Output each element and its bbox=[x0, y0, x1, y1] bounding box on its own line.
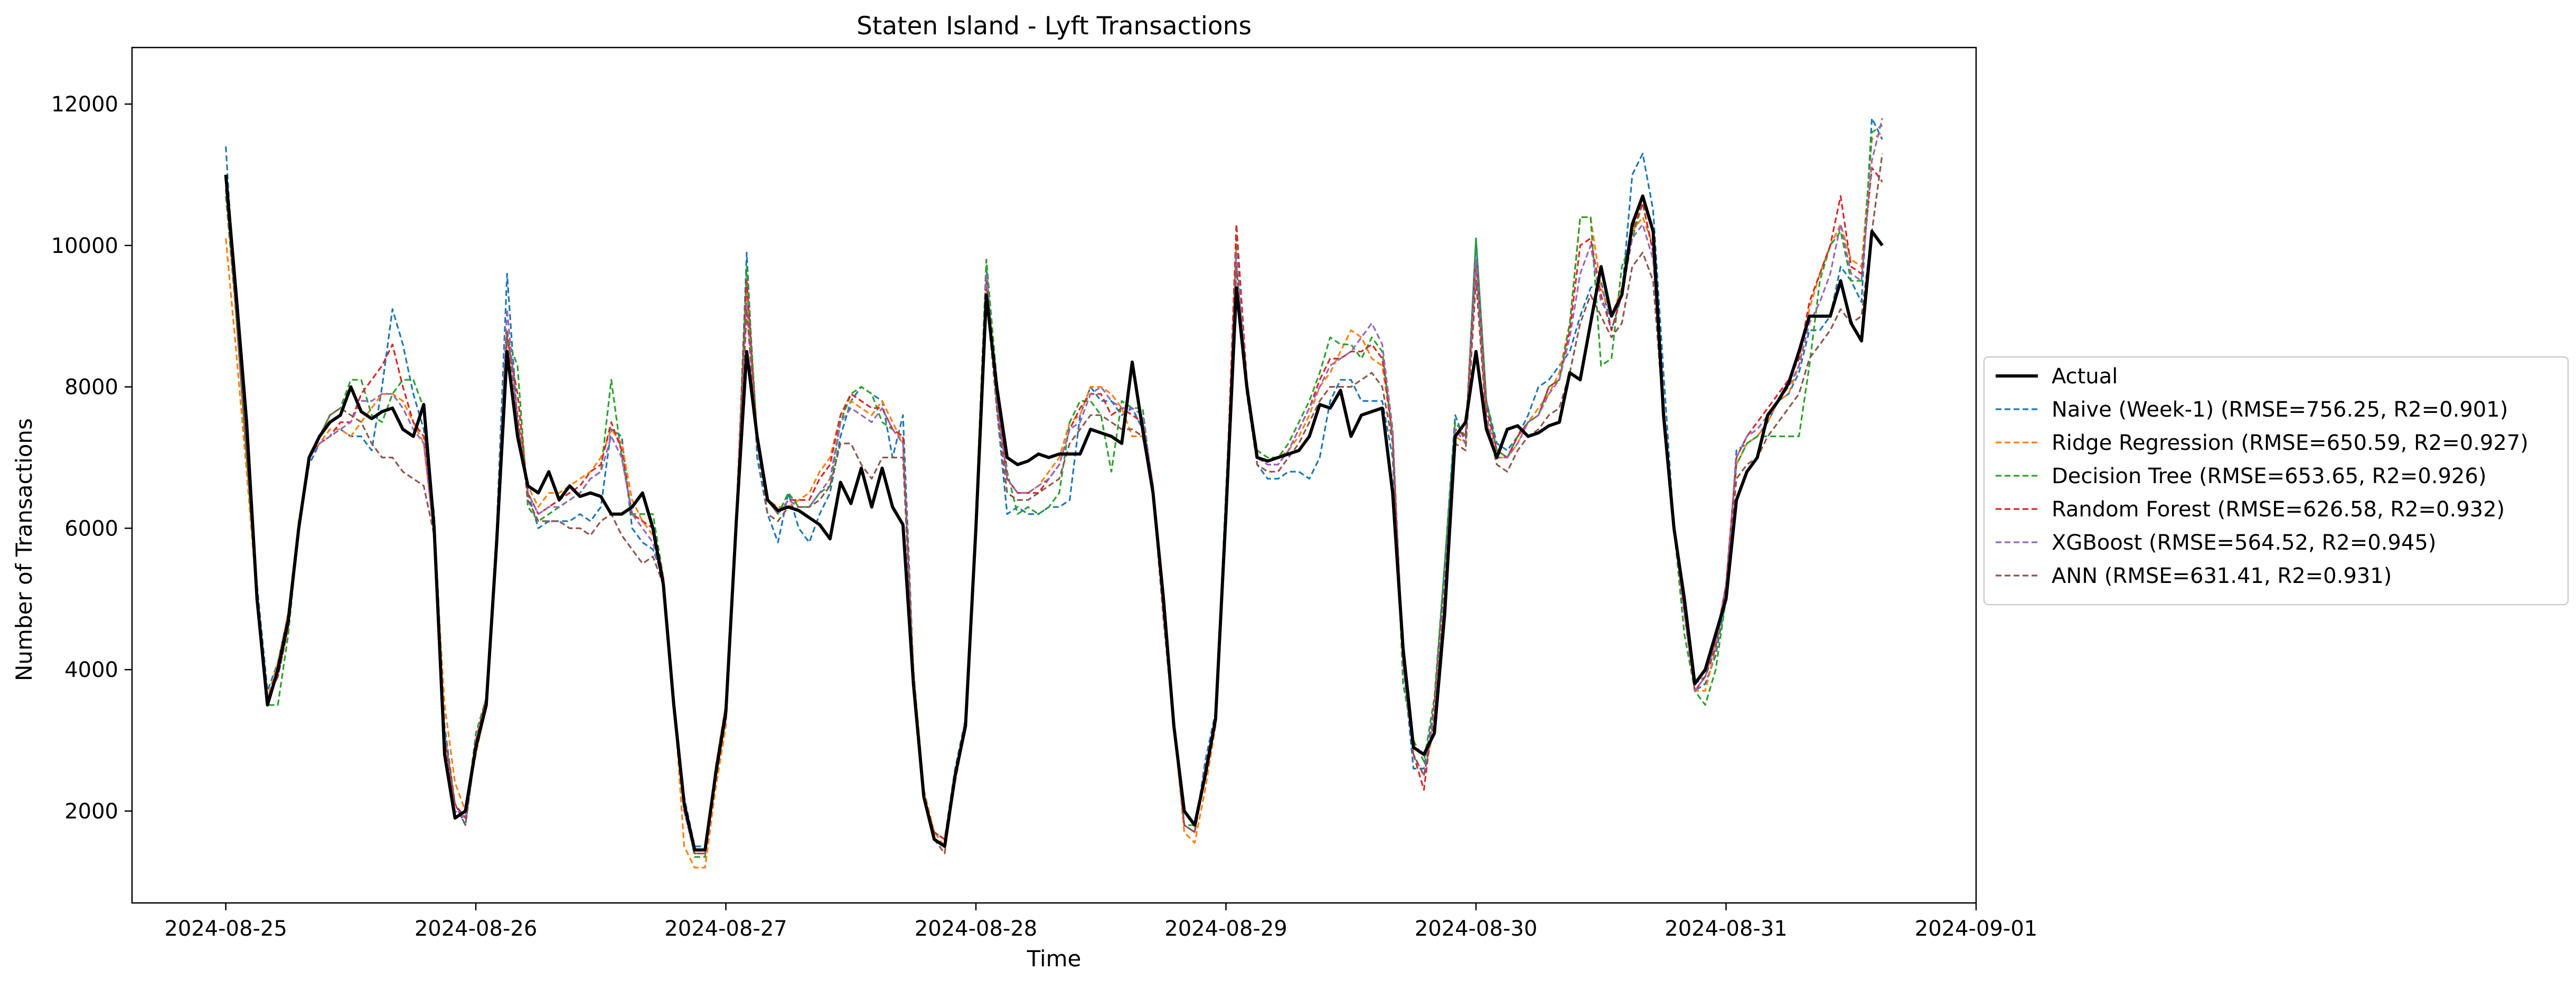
x-tick-label: 2024-08-27 bbox=[664, 917, 787, 941]
y-tick-label: 4000 bbox=[64, 658, 118, 682]
plot-area bbox=[224, 117, 1884, 869]
y-tick-label: 8000 bbox=[64, 375, 118, 400]
legend-label-2: Ridge Regression (RMSE=650.59, R2=0.927) bbox=[2052, 431, 2528, 455]
y-tick-label: 2000 bbox=[64, 799, 118, 824]
y-tick-label: 10000 bbox=[51, 234, 118, 258]
legend-label-5: XGBoost (RMSE=564.52, R2=0.945) bbox=[2052, 531, 2436, 555]
x-tick-label: 2024-08-31 bbox=[1665, 917, 1787, 941]
axes: 2024-08-25 2024-08-26 2024-08-27 2024-08-28… bbox=[51, 46, 2037, 941]
y-axis-label: Number of Transactions bbox=[11, 418, 37, 681]
series-line-2 bbox=[225, 131, 1883, 869]
legend: Actual Naive (Week-1) (RMSE=756.25, R2=0.… bbox=[1983, 356, 2569, 606]
x-tick-label: 2024-08-26 bbox=[415, 917, 537, 941]
plot-frame bbox=[131, 46, 1977, 904]
legend-label-0: Actual bbox=[2052, 364, 2118, 389]
y-tick-label: 12000 bbox=[51, 92, 118, 117]
series-line-1 bbox=[225, 117, 1883, 847]
legend-label-6: ANN (RMSE=631.41, R2=0.931) bbox=[2052, 564, 2392, 588]
x-tick-label: 2024-08-30 bbox=[1415, 917, 1537, 941]
y-tick-label: 6000 bbox=[64, 516, 118, 541]
x-tick-label: 2024-08-25 bbox=[164, 917, 287, 941]
legend-box bbox=[1983, 356, 2569, 606]
x-axis-label: Time bbox=[1027, 946, 1082, 972]
x-tick-label: 2024-08-29 bbox=[1164, 917, 1287, 941]
chart-title: Staten Island - Lyft Transactions bbox=[857, 12, 1252, 41]
x-tick-label: 2024-09-01 bbox=[1915, 917, 2037, 941]
legend-label-4: Random Forest (RMSE=626.58, R2=0.932) bbox=[2052, 497, 2505, 522]
legend-label-1: Naive (Week-1) (RMSE=756.25, R2=0.901) bbox=[2052, 398, 2508, 422]
x-tick-label: 2024-08-28 bbox=[915, 917, 1037, 941]
series-line-actual bbox=[224, 174, 1884, 852]
legend-label-3: Decision Tree (RMSE=653.65, R2=0.926) bbox=[2052, 464, 2486, 488]
